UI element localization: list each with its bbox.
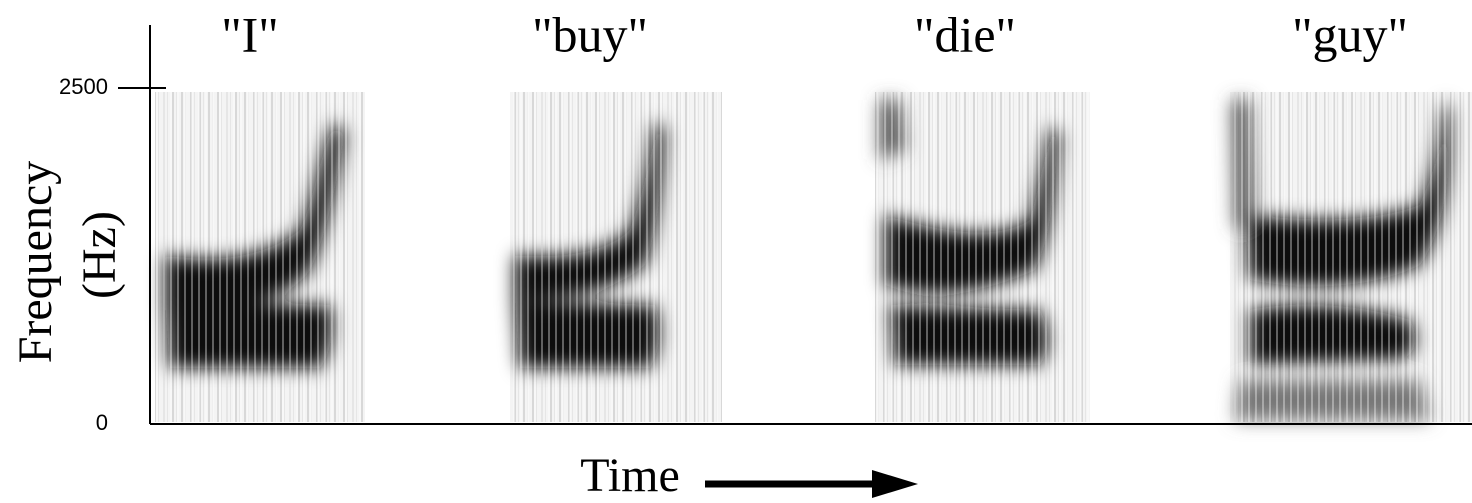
x-label: Time xyxy=(580,449,680,502)
word-label: "die" xyxy=(914,6,1016,62)
word-label: "I" xyxy=(221,6,278,62)
y-tick-label: 2500 xyxy=(59,74,108,99)
y-tick-label: 0 xyxy=(96,410,108,435)
time-arrow xyxy=(705,470,918,498)
word-label: "guy" xyxy=(1292,6,1408,62)
y-label-line: Frequency xyxy=(9,161,62,364)
spectrogram-images xyxy=(155,92,1472,422)
striations xyxy=(155,92,1472,422)
y-label-line: (Hz) xyxy=(73,211,126,299)
y-label: Frequency (Hz) xyxy=(9,161,126,364)
word-label: "buy" xyxy=(532,6,648,62)
